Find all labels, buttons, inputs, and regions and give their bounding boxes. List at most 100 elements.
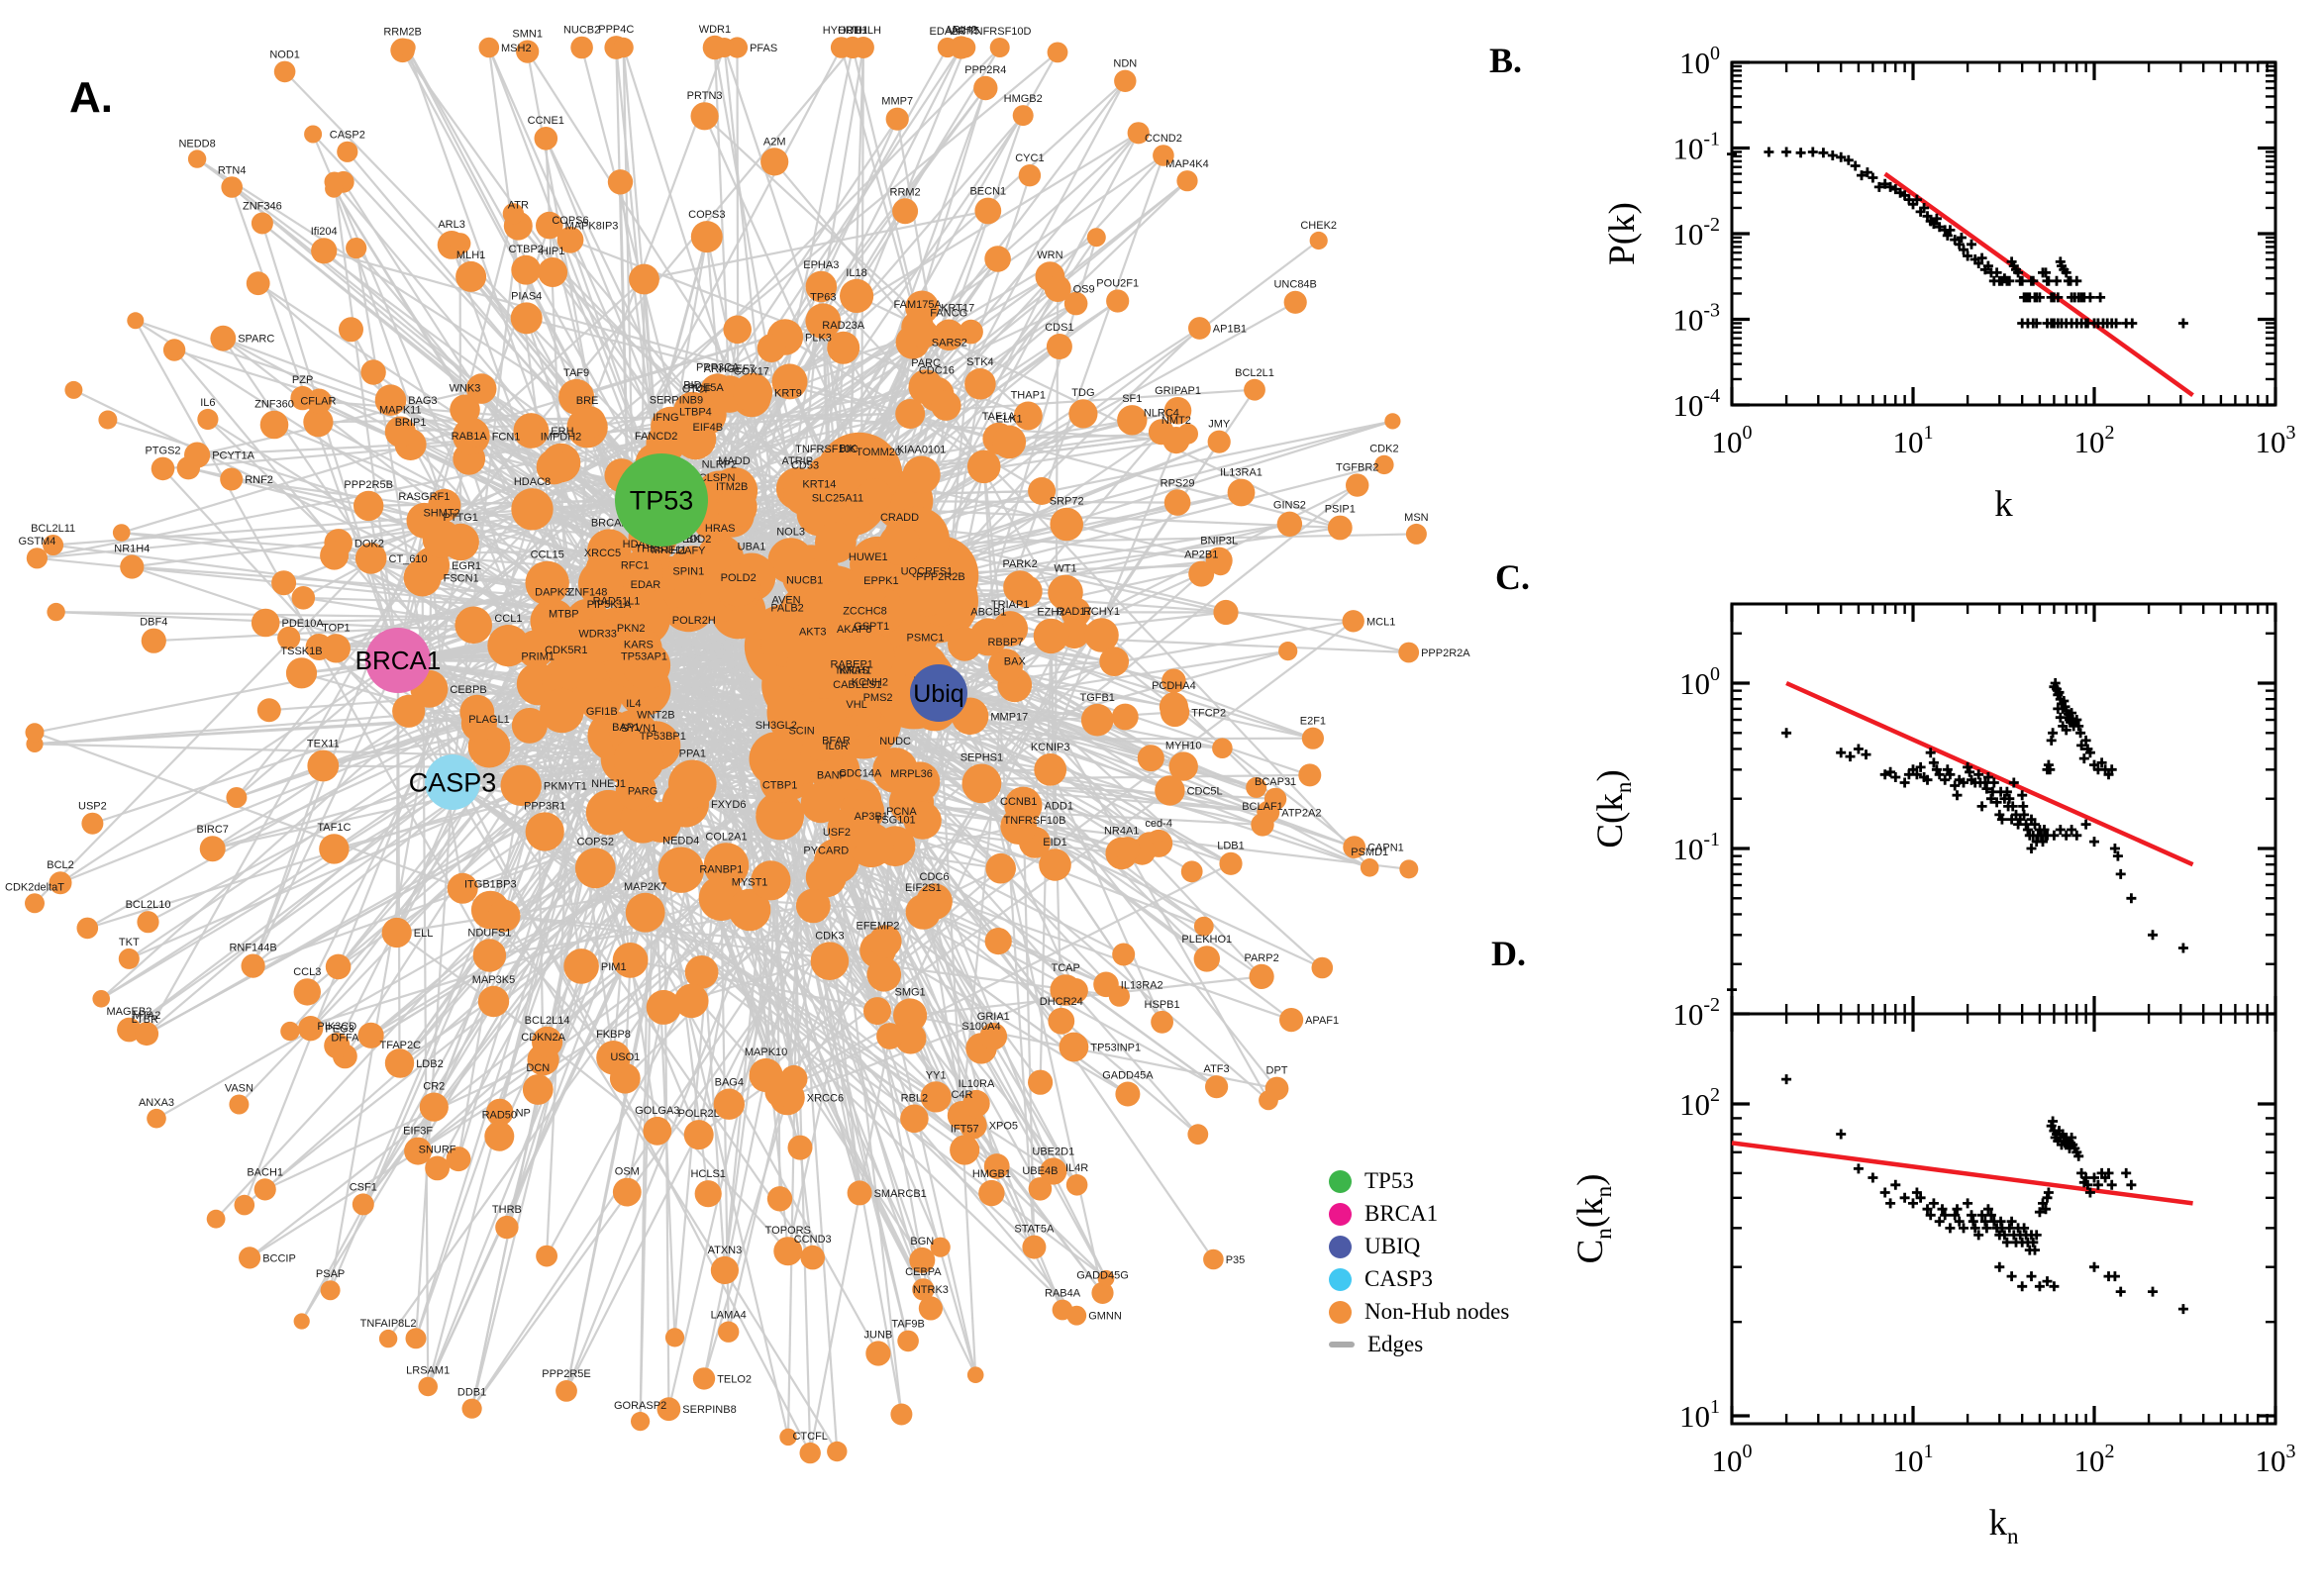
gene-label: TDG [1071, 387, 1094, 399]
axis-frame [1730, 1012, 2277, 1426]
gene-label: ZCCHC8 [843, 606, 887, 618]
gene-label: GSTM4 [18, 536, 55, 548]
gene-label: AP2B1 [1184, 549, 1218, 561]
gene-label: NTRK3 [913, 1284, 949, 1296]
network-edge [397, 236, 1097, 661]
node-circle-icon [1329, 1235, 1352, 1258]
network-node [612, 943, 649, 978]
gene-label: KRT9 [774, 388, 802, 400]
gene-label: RCHY1 [1083, 606, 1120, 618]
network-node [1188, 317, 1211, 340]
gene-label: TNFRSF10B [1004, 815, 1066, 827]
network-node [771, 363, 808, 400]
gene-label: PPP2R5B [344, 479, 393, 491]
gene-label: WNT2B [637, 709, 675, 721]
network-node [49, 871, 72, 895]
network-edge [779, 862, 1232, 1093]
gene-label: ELL [414, 928, 434, 940]
network-node [298, 1016, 324, 1042]
network-node [478, 37, 500, 58]
network-node [1148, 419, 1174, 446]
network-node [1080, 703, 1114, 737]
hub-node-brca1 [365, 628, 431, 693]
gene-label: CAPN1 [1367, 843, 1404, 854]
gene-label: IFT57 [951, 1123, 979, 1135]
network-node [449, 233, 471, 254]
gene-label: BANP [817, 770, 847, 782]
network-node [381, 917, 412, 948]
legend-label: Edges [1367, 1332, 1424, 1356]
network-node [256, 698, 281, 723]
axis-frame [1730, 602, 2277, 1016]
network-node [773, 1237, 803, 1266]
gene-label: UBA1 [738, 542, 766, 553]
gene-label: EDAR [631, 579, 661, 591]
gene-label: MAPK11 [379, 405, 422, 417]
gene-label: EGR1 [452, 560, 481, 572]
network-node [629, 263, 659, 295]
network-edge [197, 443, 411, 456]
network-edge [100, 676, 640, 1000]
network-node [1137, 745, 1164, 772]
gene-label: FKBP8 [596, 1029, 631, 1041]
y-tick-label: 10-2 [1672, 994, 1720, 1032]
network-node [446, 1147, 471, 1172]
gene-label: HCLS1 [690, 1168, 725, 1180]
gene-label: SARS2 [932, 338, 967, 349]
gene-label: C4R [951, 1089, 972, 1101]
network-node [558, 378, 595, 415]
gene-label: ATRIP [782, 455, 814, 467]
network-node [374, 384, 407, 417]
network-node [959, 319, 983, 345]
network-node [787, 1135, 813, 1160]
gene-label: ZNF346 [243, 201, 282, 213]
gene-label: ARL3 [438, 219, 465, 231]
network-node [574, 848, 616, 889]
network-node [305, 634, 333, 660]
gene-label: UBE4B [1022, 1165, 1058, 1177]
network-node [1205, 1075, 1229, 1099]
gene-label: SLC25A11 [812, 493, 863, 505]
scatter-points [1727, 678, 2188, 995]
gene-label: BAP1 [612, 722, 640, 734]
gene-label: HUWE1 [849, 551, 888, 563]
x-axis-title: k [1994, 484, 2013, 525]
network-node [1283, 290, 1307, 314]
network-node [455, 260, 487, 292]
network-node [1115, 1081, 1141, 1107]
network-node [1034, 753, 1067, 786]
gene-label: STAT5A [1014, 1224, 1055, 1236]
gene-label: BNIP3L [1200, 536, 1238, 548]
gene-label: PLEKHO1 [1181, 934, 1232, 946]
network-node [1013, 401, 1043, 431]
network-node [229, 1094, 250, 1115]
gene-label: ANXA3 [139, 1097, 174, 1109]
gene-label: SMN1 [512, 29, 543, 41]
gene-label: EFEMP2 [856, 921, 899, 933]
gene-label: CDKN2A [521, 1032, 565, 1044]
network-node [536, 449, 572, 485]
network-node [502, 203, 525, 225]
network-node [856, 478, 892, 515]
gene-label: CRADD [880, 512, 919, 524]
gene-label: MRE11 [652, 545, 687, 556]
network-node [1219, 851, 1243, 875]
network-node [786, 638, 839, 690]
gene-label: XPO5 [989, 1121, 1018, 1133]
gene-label: TGFB1 [1079, 692, 1114, 704]
network-node [718, 1321, 740, 1343]
gene-label: POU2F1 [1096, 277, 1139, 289]
gene-label: GADD45G [1076, 1270, 1129, 1282]
network-node [357, 1022, 384, 1048]
gene-label: PKMYT1 [544, 780, 587, 792]
network-node [985, 852, 1016, 884]
gene-label: HIP1 [541, 246, 564, 257]
network-node [1298, 763, 1322, 787]
network-node [885, 107, 909, 131]
gene-label: DDB1 [457, 1387, 486, 1399]
gene-label: PEG3 [325, 1024, 354, 1036]
network-node [894, 1022, 927, 1054]
gene-label: PCNA [886, 806, 917, 818]
gene-label: RFC1 [621, 560, 650, 572]
